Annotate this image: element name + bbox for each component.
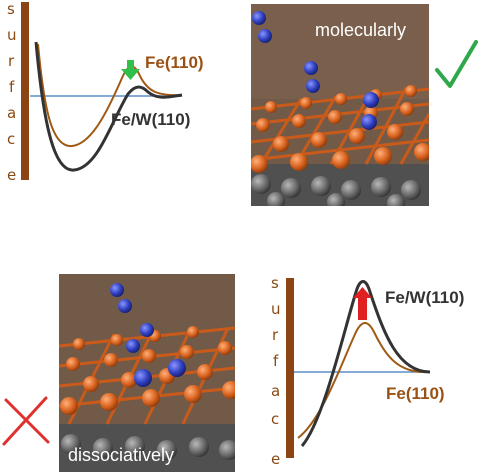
bottom-right-plot-svg — [294, 280, 431, 447]
few110-label: Fe/W(110) — [385, 288, 465, 307]
few-curve — [300, 280, 431, 447]
up-arrow-icon — [353, 287, 372, 320]
few110-label: Fe/W(110) — [111, 110, 191, 129]
n2-molecules — [252, 11, 379, 130]
n-atoms — [110, 283, 186, 387]
surface-letter: a — [271, 382, 281, 400]
surface-letter: s — [271, 274, 279, 292]
dissociative-adsorption-panel: dissociatively — [59, 274, 235, 472]
iron-surface-atoms — [60, 326, 235, 415]
molecular-scene-svg — [251, 4, 429, 206]
molecularly-caption: molecularly — [315, 20, 407, 40]
surface-letter: r — [8, 52, 15, 70]
fe110-label: Fe(110) — [386, 384, 445, 403]
surface-letter: e — [271, 450, 281, 468]
check-mark-icon — [435, 40, 478, 88]
surface-letter: u — [7, 26, 17, 44]
surface-letter: f — [273, 352, 279, 370]
surface-letter: e — [7, 166, 17, 184]
iron-surface-atoms — [251, 85, 429, 173]
surface-bar — [286, 278, 294, 458]
molecular-adsorption-panel: molecularly — [251, 4, 429, 206]
tungsten-substrate — [251, 164, 429, 206]
dissociative-scene-svg — [59, 274, 235, 472]
few-curve — [34, 41, 183, 172]
surface-letter: s — [7, 0, 15, 18]
dissociatively-caption: dissociatively — [68, 445, 175, 465]
surface-letter: u — [271, 300, 281, 318]
surface-letter: a — [7, 104, 17, 122]
fe110-label: Fe(110) — [145, 53, 204, 72]
surface-letter: r — [272, 326, 279, 344]
top-left-plot-svg — [30, 41, 183, 172]
surface-letter: c — [271, 410, 280, 428]
fe-curve — [297, 322, 431, 439]
down-arrow-icon — [121, 60, 140, 80]
surface-letter: c — [7, 130, 16, 148]
tungsten-substrate — [59, 424, 235, 472]
cross-mark-icon — [2, 396, 50, 446]
surface-bar — [21, 2, 29, 180]
surface-letter: f — [9, 78, 15, 96]
fe-curve — [37, 43, 183, 148]
